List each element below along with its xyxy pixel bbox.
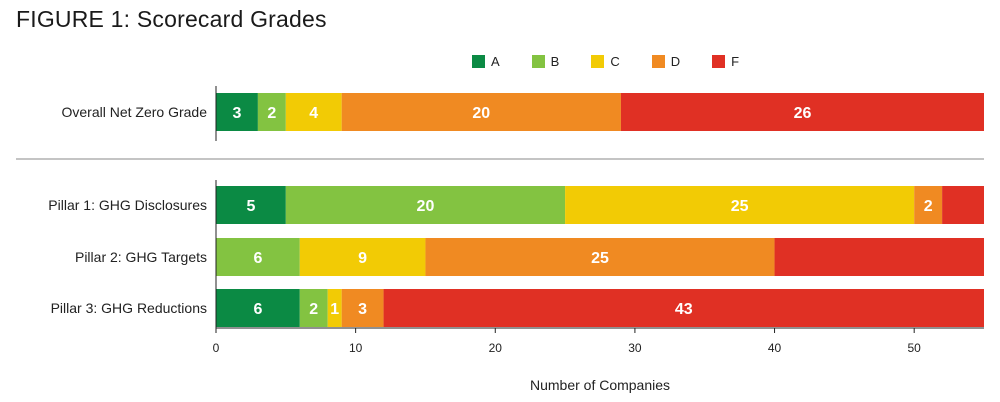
legend-swatch	[472, 54, 485, 68]
legend-swatch	[712, 54, 726, 68]
data-label: 2	[924, 198, 933, 215]
bar-segment-b	[257, 93, 286, 131]
bar-segment-b	[299, 289, 328, 327]
data-label: 5	[246, 198, 255, 215]
bar-segment-b	[285, 186, 566, 224]
legend-label: D	[670, 53, 681, 69]
bar-segment-a	[216, 186, 286, 224]
bar-segment-c	[327, 289, 342, 327]
category-label: Pillar 1: GHG Disclosures	[48, 197, 207, 213]
data-label: 43	[675, 301, 693, 318]
bar-segment-c	[285, 93, 342, 131]
category-label: Pillar 3: GHG Reductions	[51, 300, 207, 316]
bar-segment-f	[774, 238, 984, 276]
legend-item-a: A	[472, 54, 500, 69]
legend-label: C	[610, 53, 620, 69]
legend-item-f: F	[712, 54, 739, 69]
data-label: 3	[232, 105, 241, 122]
x-tick-label: 50	[908, 341, 922, 355]
legend-swatch	[651, 54, 665, 68]
data-label: 20	[472, 105, 490, 122]
data-label: 9	[358, 250, 367, 267]
legend-label: B	[550, 53, 560, 69]
legend-swatch	[591, 54, 605, 68]
bar-segment-d	[341, 93, 621, 131]
bar-segment-c	[565, 186, 915, 224]
data-label: 25	[591, 250, 609, 267]
data-label: 6	[253, 250, 262, 267]
data-label: 3	[358, 301, 367, 318]
x-tick-label: 30	[628, 341, 642, 355]
data-label: 2	[267, 105, 276, 122]
bar-segment-d	[341, 289, 384, 327]
bar-segment-f	[942, 186, 984, 224]
x-tick-label: 10	[349, 341, 363, 355]
x-tick-label: 0	[213, 341, 220, 355]
bar-segment-b	[216, 238, 300, 276]
category-label: Overall Net Zero Grade	[62, 104, 208, 120]
legend-item-d: D	[651, 53, 681, 69]
bar-segment-a	[216, 289, 300, 327]
bar-segment-d	[425, 238, 775, 276]
bar-segment-a	[216, 93, 258, 131]
x-tick-label: 20	[489, 341, 503, 355]
data-label: 1	[330, 301, 339, 318]
bar-segment-d	[914, 186, 943, 224]
x-axis-title: Number of Companies	[530, 377, 670, 393]
data-label: 25	[731, 198, 749, 215]
legend-label: F	[731, 53, 740, 69]
bar-segment-f	[383, 289, 985, 327]
data-label: 26	[794, 105, 812, 122]
bar-segment-f	[620, 93, 984, 131]
data-label: 4	[309, 105, 318, 122]
legend-label: A	[491, 53, 500, 69]
category-label: Pillar 2: GHG Targets	[75, 249, 207, 265]
legend-item-c: C	[591, 53, 620, 69]
legend-item-b: B	[531, 53, 560, 69]
data-label: 6	[253, 301, 262, 318]
bar-segment-c	[299, 238, 426, 276]
x-tick-label: 40	[768, 341, 782, 355]
chart-title: FIGURE 1: Scorecard Grades	[16, 6, 327, 32]
data-label: 20	[417, 198, 435, 215]
data-label: 2	[309, 301, 318, 318]
legend-swatch	[531, 54, 545, 68]
